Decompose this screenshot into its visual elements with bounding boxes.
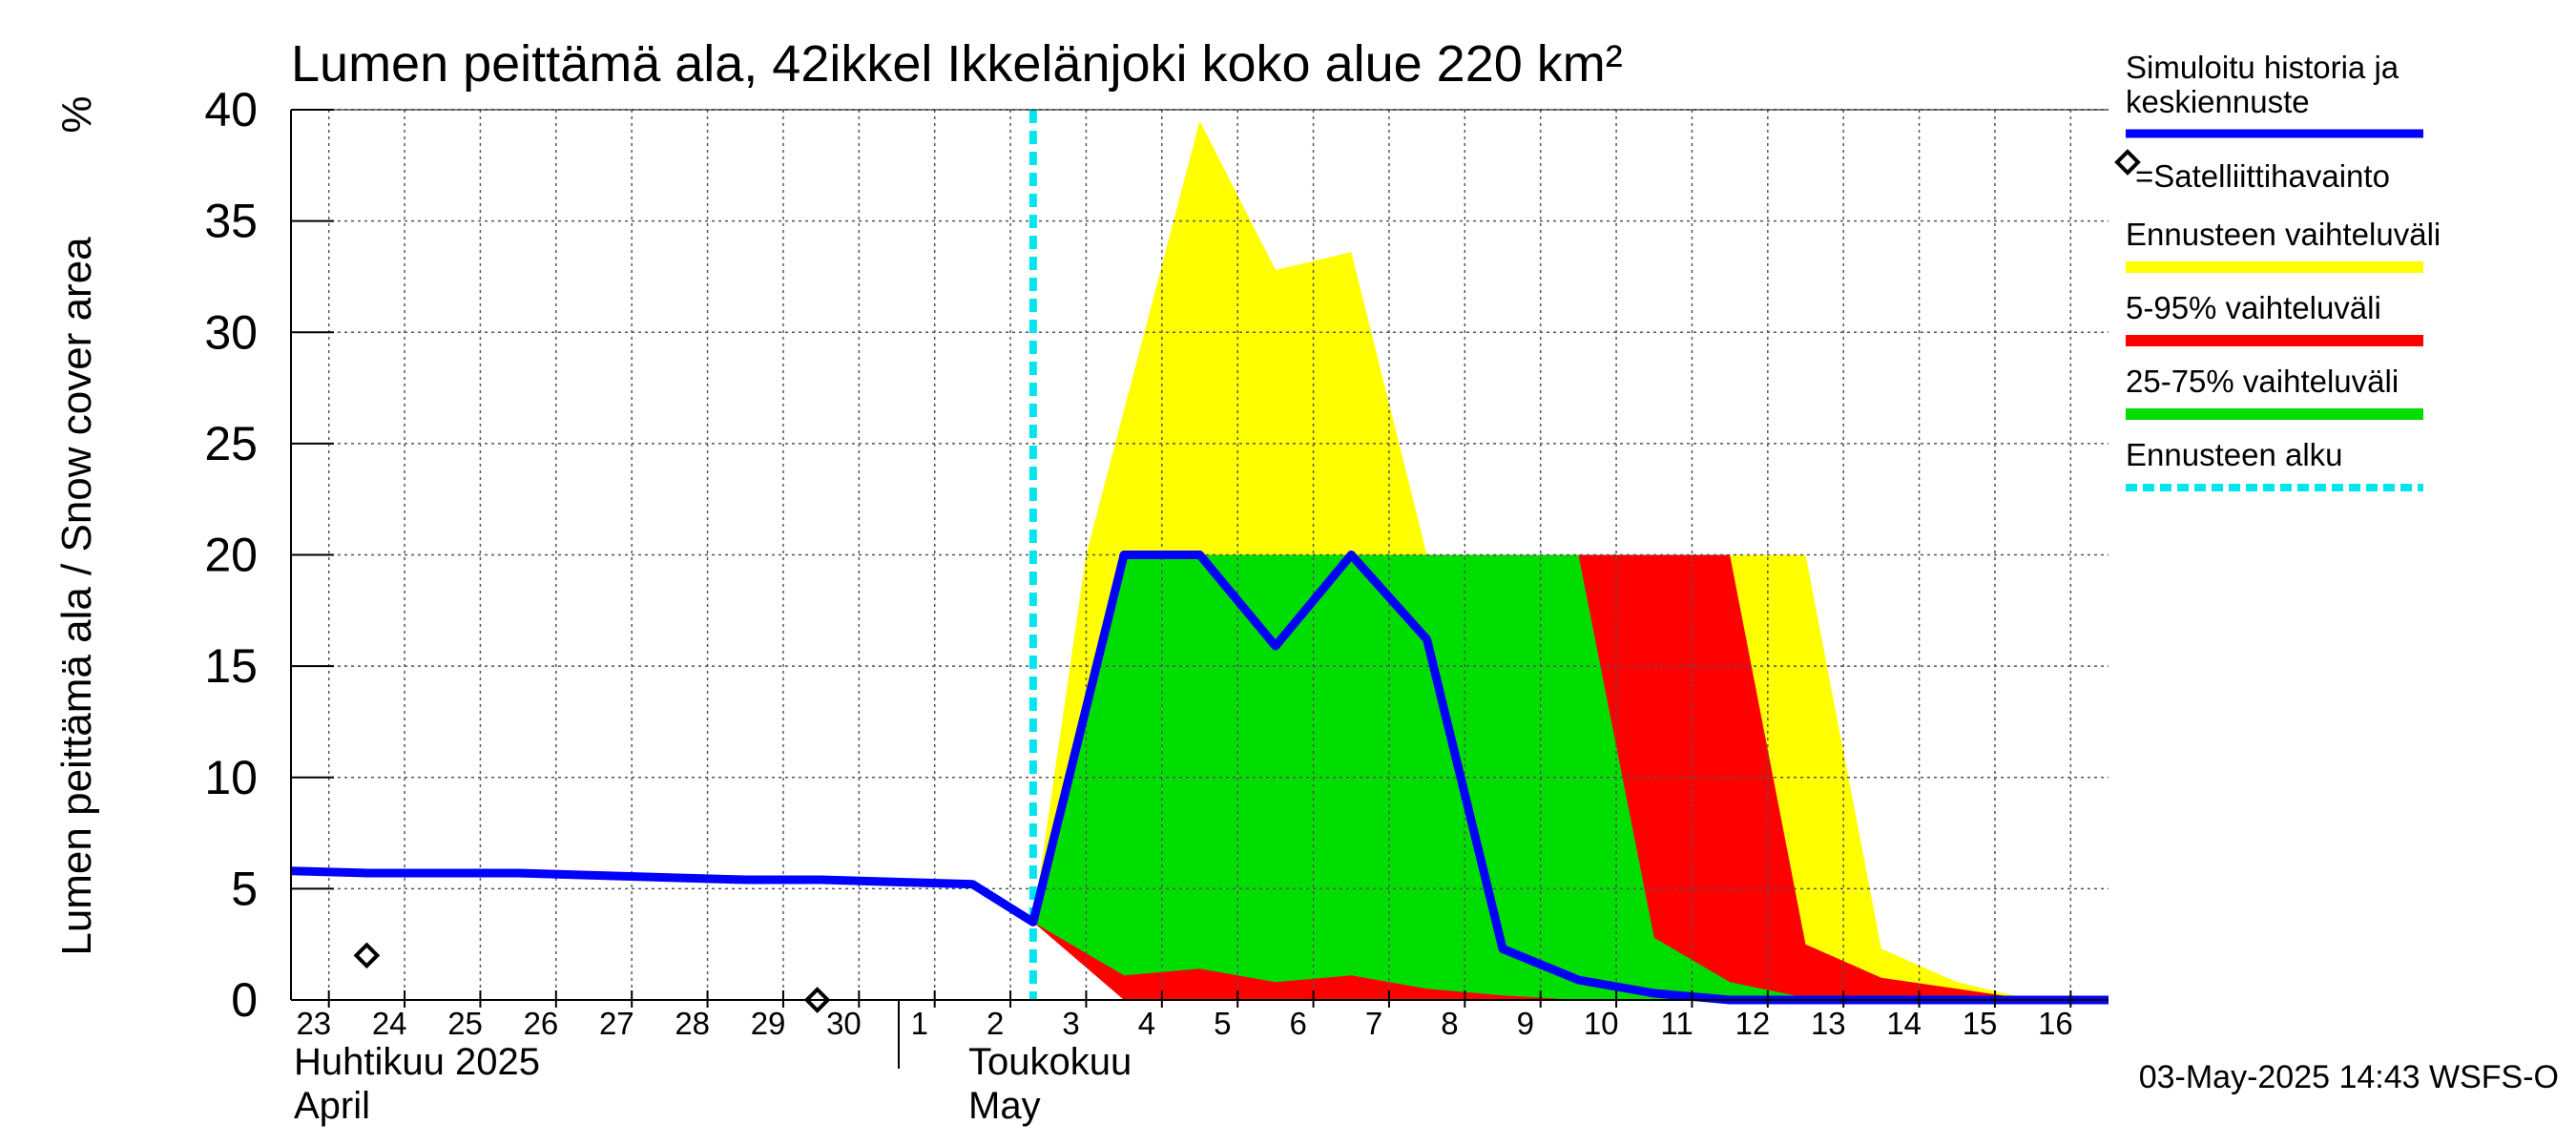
x-tick-label: 12 [1735,1006,1771,1041]
x-tick-label: 5 [1214,1006,1231,1041]
x-tick-label: 29 [751,1006,786,1041]
x-tick-label: 14 [1886,1006,1922,1041]
x-tick-label: 8 [1441,1006,1458,1041]
grid-lines [291,109,2109,1000]
legend-label-median-2: keskiennuste [2126,84,2310,119]
month-label-en: April [294,1085,370,1127]
y-tick-label: 35 [204,195,258,248]
x-tick-label: 24 [372,1006,407,1041]
x-tick-label: 6 [1290,1006,1307,1041]
timestamp-footer: 03-May-2025 14:43 WSFS-O [2139,1059,2559,1095]
y-tick-label: 25 [204,417,258,470]
legend-label-1: 5-95% vaihteluväli [2126,290,2381,325]
y-tick-label: 5 [231,862,258,915]
x-tick-label: 1 [911,1006,928,1041]
legend-label-2: 25-75% vaihteluväli [2126,364,2399,399]
y-tick-label: 0 [231,973,258,1027]
legend-swatch-satellite [2114,149,2141,176]
y-axis-label: Lumen peittämä ala / Snow cover area [53,237,100,956]
x-tick-label: 16 [2038,1006,2073,1041]
x-tick-label: 4 [1138,1006,1155,1041]
legend-label-3: Ennusteen alku [2126,437,2343,472]
satellite-point-1 [803,987,831,1013]
forecast-bands [1032,120,2109,1000]
month-label-fi: Toukokuu [968,1041,1132,1083]
x-tick-label: 13 [1811,1006,1846,1041]
x-tick-label: 23 [296,1006,331,1041]
y-axis-unit: % [53,95,100,133]
x-tick-label: 15 [1963,1006,1998,1041]
x-tick-label: 3 [1062,1006,1079,1041]
y-tick-label: 30 [204,305,258,359]
chart-title: Lumen peittämä ala, 42ikkel Ikkelänjoki … [291,35,1623,93]
month-label-fi: Huhtikuu 2025 [294,1041,540,1083]
satellite-observations [353,942,831,1013]
y-axis-ticks: 0 5 10 15 20 25 30 35 40 [204,83,334,1027]
y-tick-label: 15 [204,639,258,693]
x-axis-ticks: 23 24 25 26 27 28 29 30 1 2 3 4 5 6 7 8 9 10 11 12 13 14 15 16 [296,990,2073,1041]
x-tick-label: 26 [524,1006,559,1041]
x-tick-label: 27 [599,1006,634,1041]
legend-label-0: Ennusteen vaihteluväli [2126,217,2441,252]
legend-label-median: Simuloitu historia ja [2126,50,2399,85]
x-tick-label: 28 [675,1006,710,1041]
x-tick-label: 7 [1365,1006,1382,1041]
x-tick-label: 10 [1584,1006,1619,1041]
x-tick-label: 2 [987,1006,1004,1041]
x-tick-label: 30 [826,1006,862,1041]
y-tick-label: 40 [204,83,258,136]
legend-label-satellite: =Satelliittihavainto [2135,158,2390,194]
x-tick-label: 9 [1517,1006,1534,1041]
x-tick-label: 25 [447,1006,483,1041]
satellite-point-0 [353,942,381,969]
y-tick-label: 20 [204,529,258,582]
x-tick-label: 11 [1660,1006,1693,1041]
month-label-en: May [968,1085,1041,1127]
y-tick-label: 10 [204,751,258,804]
